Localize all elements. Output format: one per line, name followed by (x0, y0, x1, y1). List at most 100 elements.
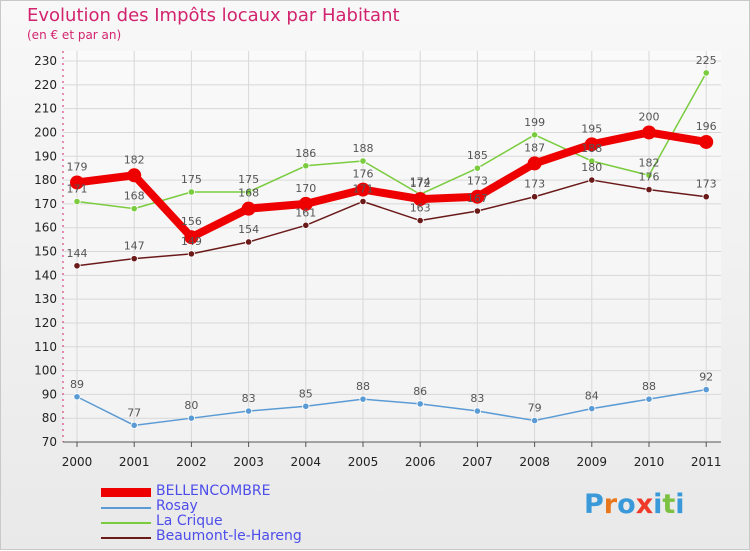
data-point (187, 188, 195, 196)
data-label: 176 (639, 171, 660, 184)
data-label: 199 (524, 116, 545, 129)
data-label: 200 (639, 110, 660, 123)
x-tick-label: 2008 (519, 455, 550, 469)
data-point (588, 157, 596, 165)
series-line-bellencombre (73, 128, 711, 242)
logo-letter: t (662, 489, 676, 520)
data-point (642, 125, 656, 140)
data-label: 80 (184, 399, 198, 412)
legend: BELLENCOMBRE Rosay La Crique Beaumont-le-Ha… (101, 483, 361, 545)
data-point (73, 393, 81, 401)
y-tick-label: 80 (42, 411, 57, 425)
data-label: 156 (181, 215, 202, 228)
data-label: 79 (528, 402, 542, 415)
data-label: 163 (410, 202, 431, 215)
data-point (359, 395, 367, 403)
data-point (413, 192, 428, 207)
legend-label: Beaumont-le-Hareng (156, 528, 302, 544)
data-point (130, 255, 138, 263)
data-label: 195 (581, 122, 602, 135)
chart-title: Evolution des Impôts locaux par Habitant (27, 5, 400, 26)
data-label: 147 (124, 240, 145, 253)
legend-swatch (101, 506, 151, 509)
data-point (73, 262, 81, 270)
data-label: 187 (524, 141, 545, 154)
data-point (302, 402, 310, 410)
legend-swatch (101, 536, 151, 539)
x-tick-label: 2000 (62, 455, 93, 469)
data-label: 185 (467, 149, 488, 162)
data-label: 176 (353, 168, 374, 181)
data-point (588, 176, 596, 184)
data-label: 182 (124, 153, 145, 166)
y-tick-label: 110 (34, 340, 57, 354)
data-label: 174 (410, 175, 431, 188)
x-tick-label: 2009 (577, 455, 608, 469)
x-tick-label: 2004 (291, 455, 322, 469)
data-point (530, 131, 539, 139)
data-label: 179 (67, 160, 88, 173)
data-label: 188 (353, 142, 374, 155)
data-point (187, 414, 195, 422)
data-point (245, 407, 253, 415)
data-label: 84 (585, 390, 599, 403)
x-tick-label: 2011 (691, 455, 722, 469)
data-point (356, 182, 370, 197)
x-tick-label: 2007 (462, 455, 493, 469)
logo-letter: i (675, 489, 685, 520)
y-tick-label: 120 (34, 316, 57, 330)
y-tick-label: 140 (34, 268, 57, 282)
x-tick-label: 2002 (176, 455, 207, 469)
data-point (702, 69, 710, 77)
data-label: 180 (581, 161, 602, 174)
legend-label: La Crique (156, 513, 223, 529)
x-tick-label: 2005 (348, 455, 379, 469)
data-point (298, 196, 313, 211)
data-label: 77 (127, 406, 141, 419)
data-label: 167 (467, 192, 488, 205)
data-point (130, 421, 138, 429)
data-label: 170 (295, 182, 316, 195)
legend-swatch (101, 521, 151, 524)
series-line-beaumont-le-hareng (76, 179, 707, 267)
y-tick-label: 150 (34, 245, 57, 259)
y-tick-label: 160 (34, 221, 57, 235)
legend-item: La Crique (101, 513, 361, 530)
y-tick-label: 220 (34, 78, 57, 92)
y-tick-label: 180 (34, 173, 57, 187)
data-label: 161 (295, 206, 316, 219)
legend-label: Rosay (156, 498, 198, 514)
data-label: 225 (696, 54, 717, 67)
data-point (699, 134, 714, 149)
x-tick-label: 2001 (119, 455, 150, 469)
x-tick-label: 2006 (405, 455, 436, 469)
logo-letter: i (653, 489, 663, 520)
x-tick-label: 2010 (634, 455, 665, 469)
legend-item: Beaumont-le-Hareng (101, 528, 361, 545)
data-label: 173 (696, 178, 717, 191)
data-label: 92 (699, 371, 713, 384)
data-point (645, 185, 653, 194)
data-point (416, 400, 424, 408)
y-tick-label: 190 (34, 149, 57, 163)
logo-letter: P (584, 489, 604, 520)
y-tick-label: 100 (34, 364, 57, 378)
data-point (245, 188, 253, 196)
legend-label: BELLENCOMBRE (156, 483, 271, 499)
y-tick-label: 90 (42, 387, 57, 401)
data-point (473, 407, 481, 415)
series-line-la crique (76, 72, 707, 210)
legend-swatch (101, 488, 151, 497)
data-label: 172 (410, 177, 431, 190)
data-point (73, 197, 81, 206)
data-label: 144 (67, 247, 88, 260)
data-label: 168 (238, 187, 259, 200)
data-label: 188 (581, 142, 602, 155)
data-point (645, 395, 653, 403)
plot-area (63, 51, 721, 442)
data-point (470, 189, 485, 204)
data-point (530, 416, 539, 425)
data-point (645, 171, 653, 179)
data-label: 88 (642, 380, 656, 393)
